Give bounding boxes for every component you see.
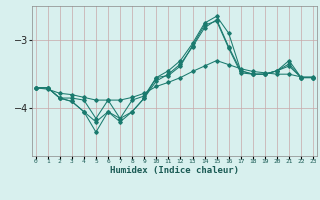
- X-axis label: Humidex (Indice chaleur): Humidex (Indice chaleur): [110, 166, 239, 175]
